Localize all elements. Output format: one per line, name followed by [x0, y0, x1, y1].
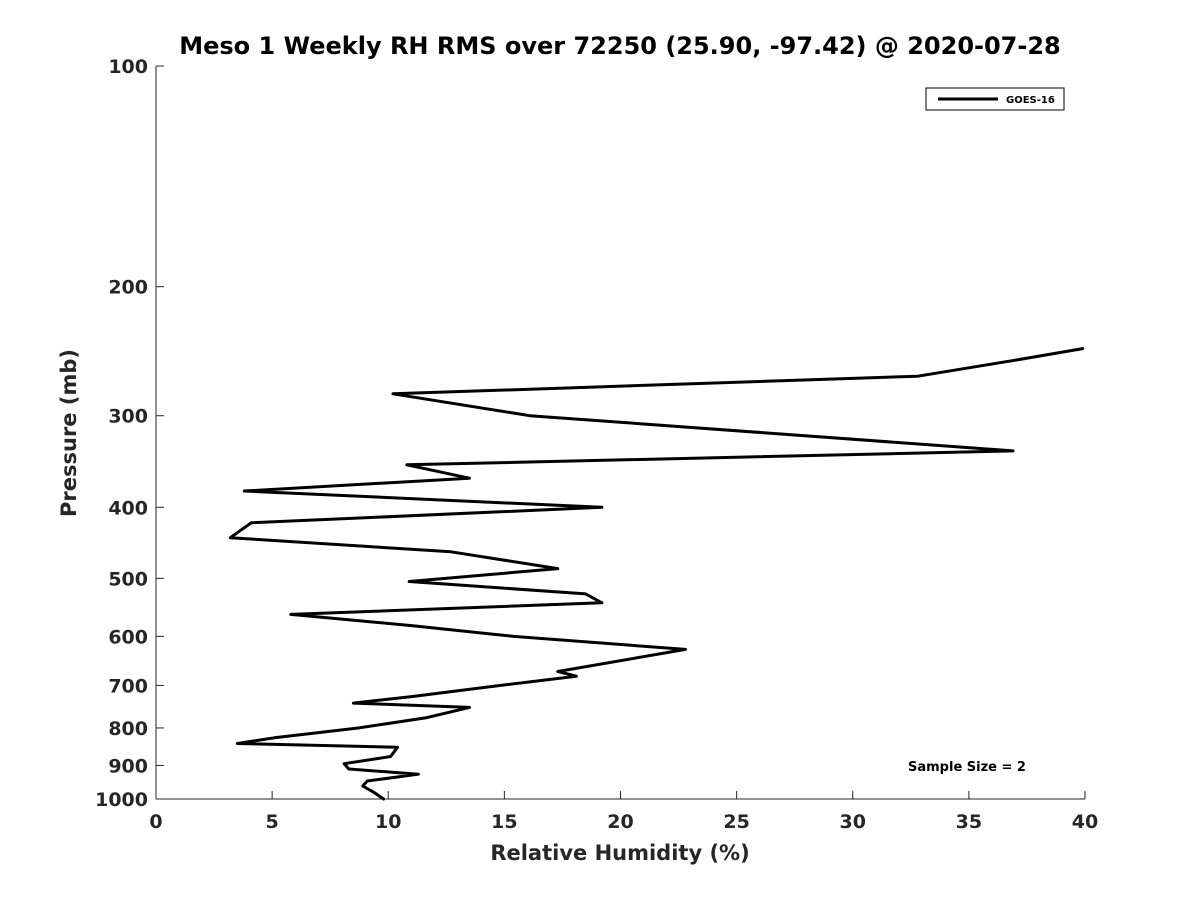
y-tick-label-400: 400: [108, 497, 148, 519]
y-tick-label-900: 900: [108, 755, 148, 777]
x-tick-label-30: 30: [840, 811, 866, 833]
y-tick-label-700: 700: [108, 675, 148, 697]
x-tick-label-25: 25: [723, 811, 749, 833]
chart-title: Meso 1 Weekly RH RMS over 72250 (25.90, …: [179, 32, 1061, 60]
x-tick-label-5: 5: [266, 811, 279, 833]
plot-area: 0 5 10 15 20 25 30 35 40 100 200 300 400 500 600 700 800…: [95, 56, 1098, 833]
y-tick-label-300: 300: [108, 406, 148, 428]
y-tick-label-100: 100: [108, 56, 148, 78]
sample-size-annotation: Sample Size = 2: [908, 760, 1026, 775]
x-tick-label-15: 15: [491, 811, 517, 833]
y-tick-label-800: 800: [108, 718, 148, 740]
y-tick-label-500: 500: [108, 568, 148, 590]
x-axis-label: Relative Humidity (%): [490, 841, 749, 865]
x-tick-label-35: 35: [956, 811, 982, 833]
y-tick-label-1000: 1000: [95, 789, 148, 811]
x-tick-label-0: 0: [149, 811, 162, 833]
y-tick-label-600: 600: [108, 626, 148, 648]
x-tick-label-10: 10: [375, 811, 401, 833]
legend-label-goes-16: GOES-16: [1006, 95, 1055, 106]
x-tick-label-40: 40: [1072, 811, 1098, 833]
x-tick-label-20: 20: [607, 811, 633, 833]
y-tick-label-200: 200: [108, 277, 148, 299]
series-line-goes-16: [228, 347, 1085, 801]
y-axis-label: Pressure (mb): [57, 349, 81, 517]
legend: GOES-16: [925, 87, 1065, 111]
